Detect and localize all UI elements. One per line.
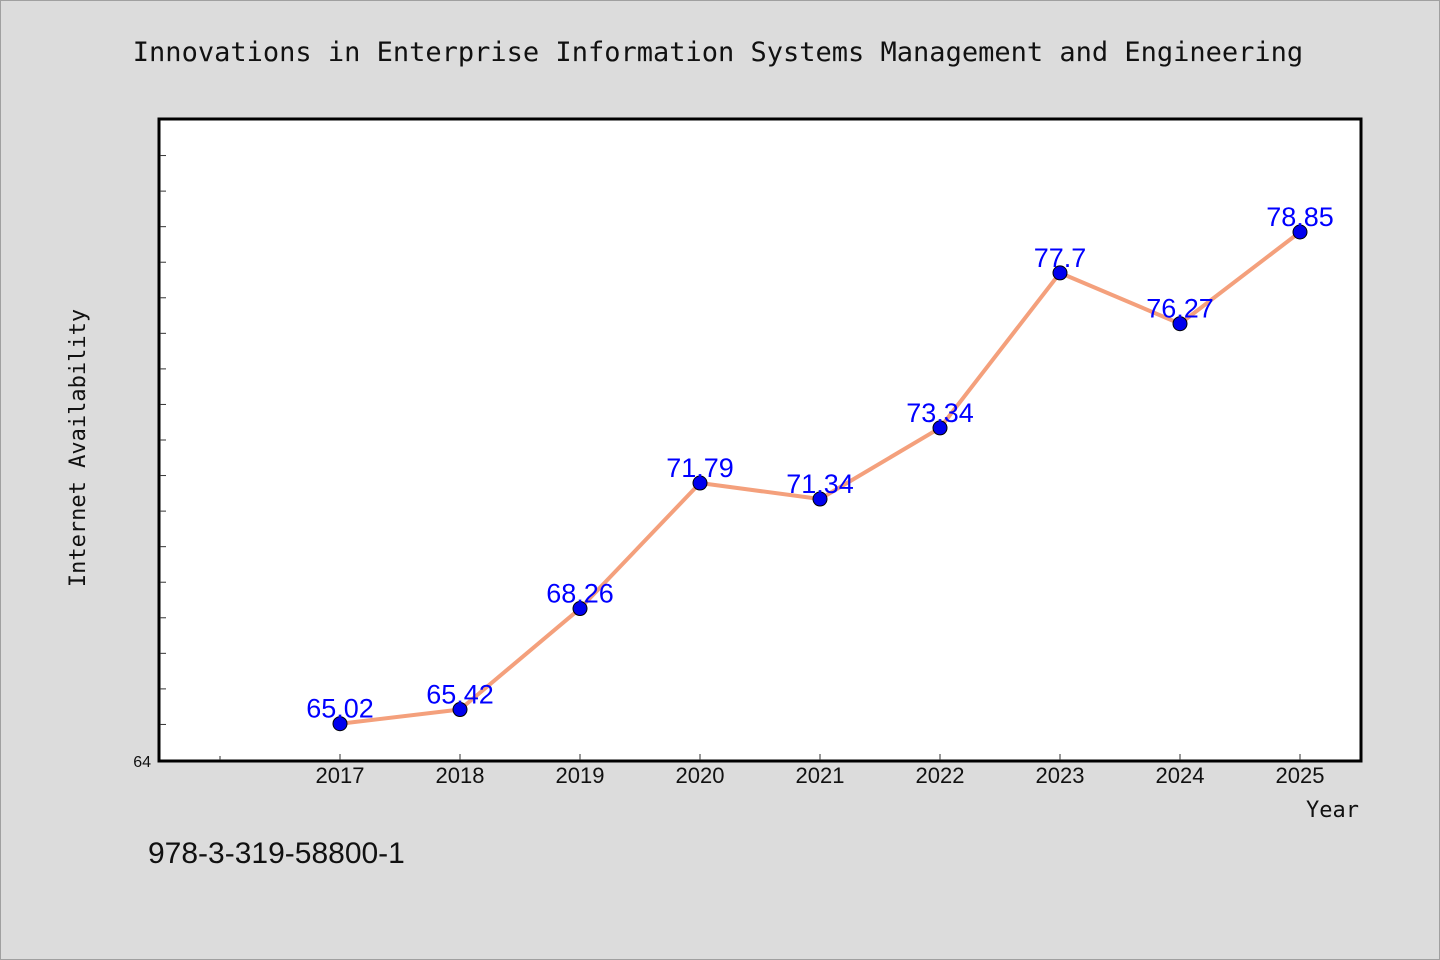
x-tick-label: 2023 [1036,763,1085,788]
x-tick-label: 2017 [316,763,365,788]
y-axis-ticks [160,155,166,725]
data-label: 76.27 [1146,294,1214,324]
data-labels: 65.02 65.42 68.26 71.79 71.34 73.34 77.7 76.27 7… [306,202,1334,724]
x-tick-label: 2024 [1156,763,1205,788]
data-label: 71.34 [786,469,854,499]
x-tick-label: 2021 [796,763,845,788]
x-axis-label: Year [1306,798,1359,823]
data-point-marker [932,420,948,436]
data-point-marker [1052,265,1068,281]
series-markers [332,224,1308,732]
data-point-marker [332,716,348,732]
data-point-marker [452,702,468,718]
data-label: 65.42 [426,680,494,710]
data-point-marker [1172,316,1188,332]
data-label: 77.7 [1034,243,1087,273]
data-point-marker [1292,224,1308,240]
isbn-text: 978-3-319-58800-1 [148,837,405,870]
data-point-marker [692,475,708,491]
data-label: 73.34 [906,398,974,428]
y-tick-label: 64 [133,754,151,771]
x-tick-labels: 2017 2018 2019 2020 2021 2022 2023 2024 2025 [316,763,1325,788]
y-axis-label: Internet Availability [66,309,91,587]
data-label: 68.26 [546,579,614,609]
data-label: 78.85 [1266,202,1334,232]
x-tick-label: 2022 [916,763,965,788]
x-tick-label: 2020 [676,763,725,788]
x-tick-label: 2018 [436,763,485,788]
data-label: 71.79 [666,453,734,483]
data-label: 65.02 [306,694,374,724]
data-point-marker [572,601,588,617]
chart-title: Innovations in Enterprise Information Sy… [133,37,1303,68]
x-axis-ticks [219,754,1301,760]
data-point-marker [812,491,828,507]
plot-area [157,117,1363,763]
x-tick-label: 2019 [556,763,605,788]
x-tick-label: 2025 [1276,763,1325,788]
